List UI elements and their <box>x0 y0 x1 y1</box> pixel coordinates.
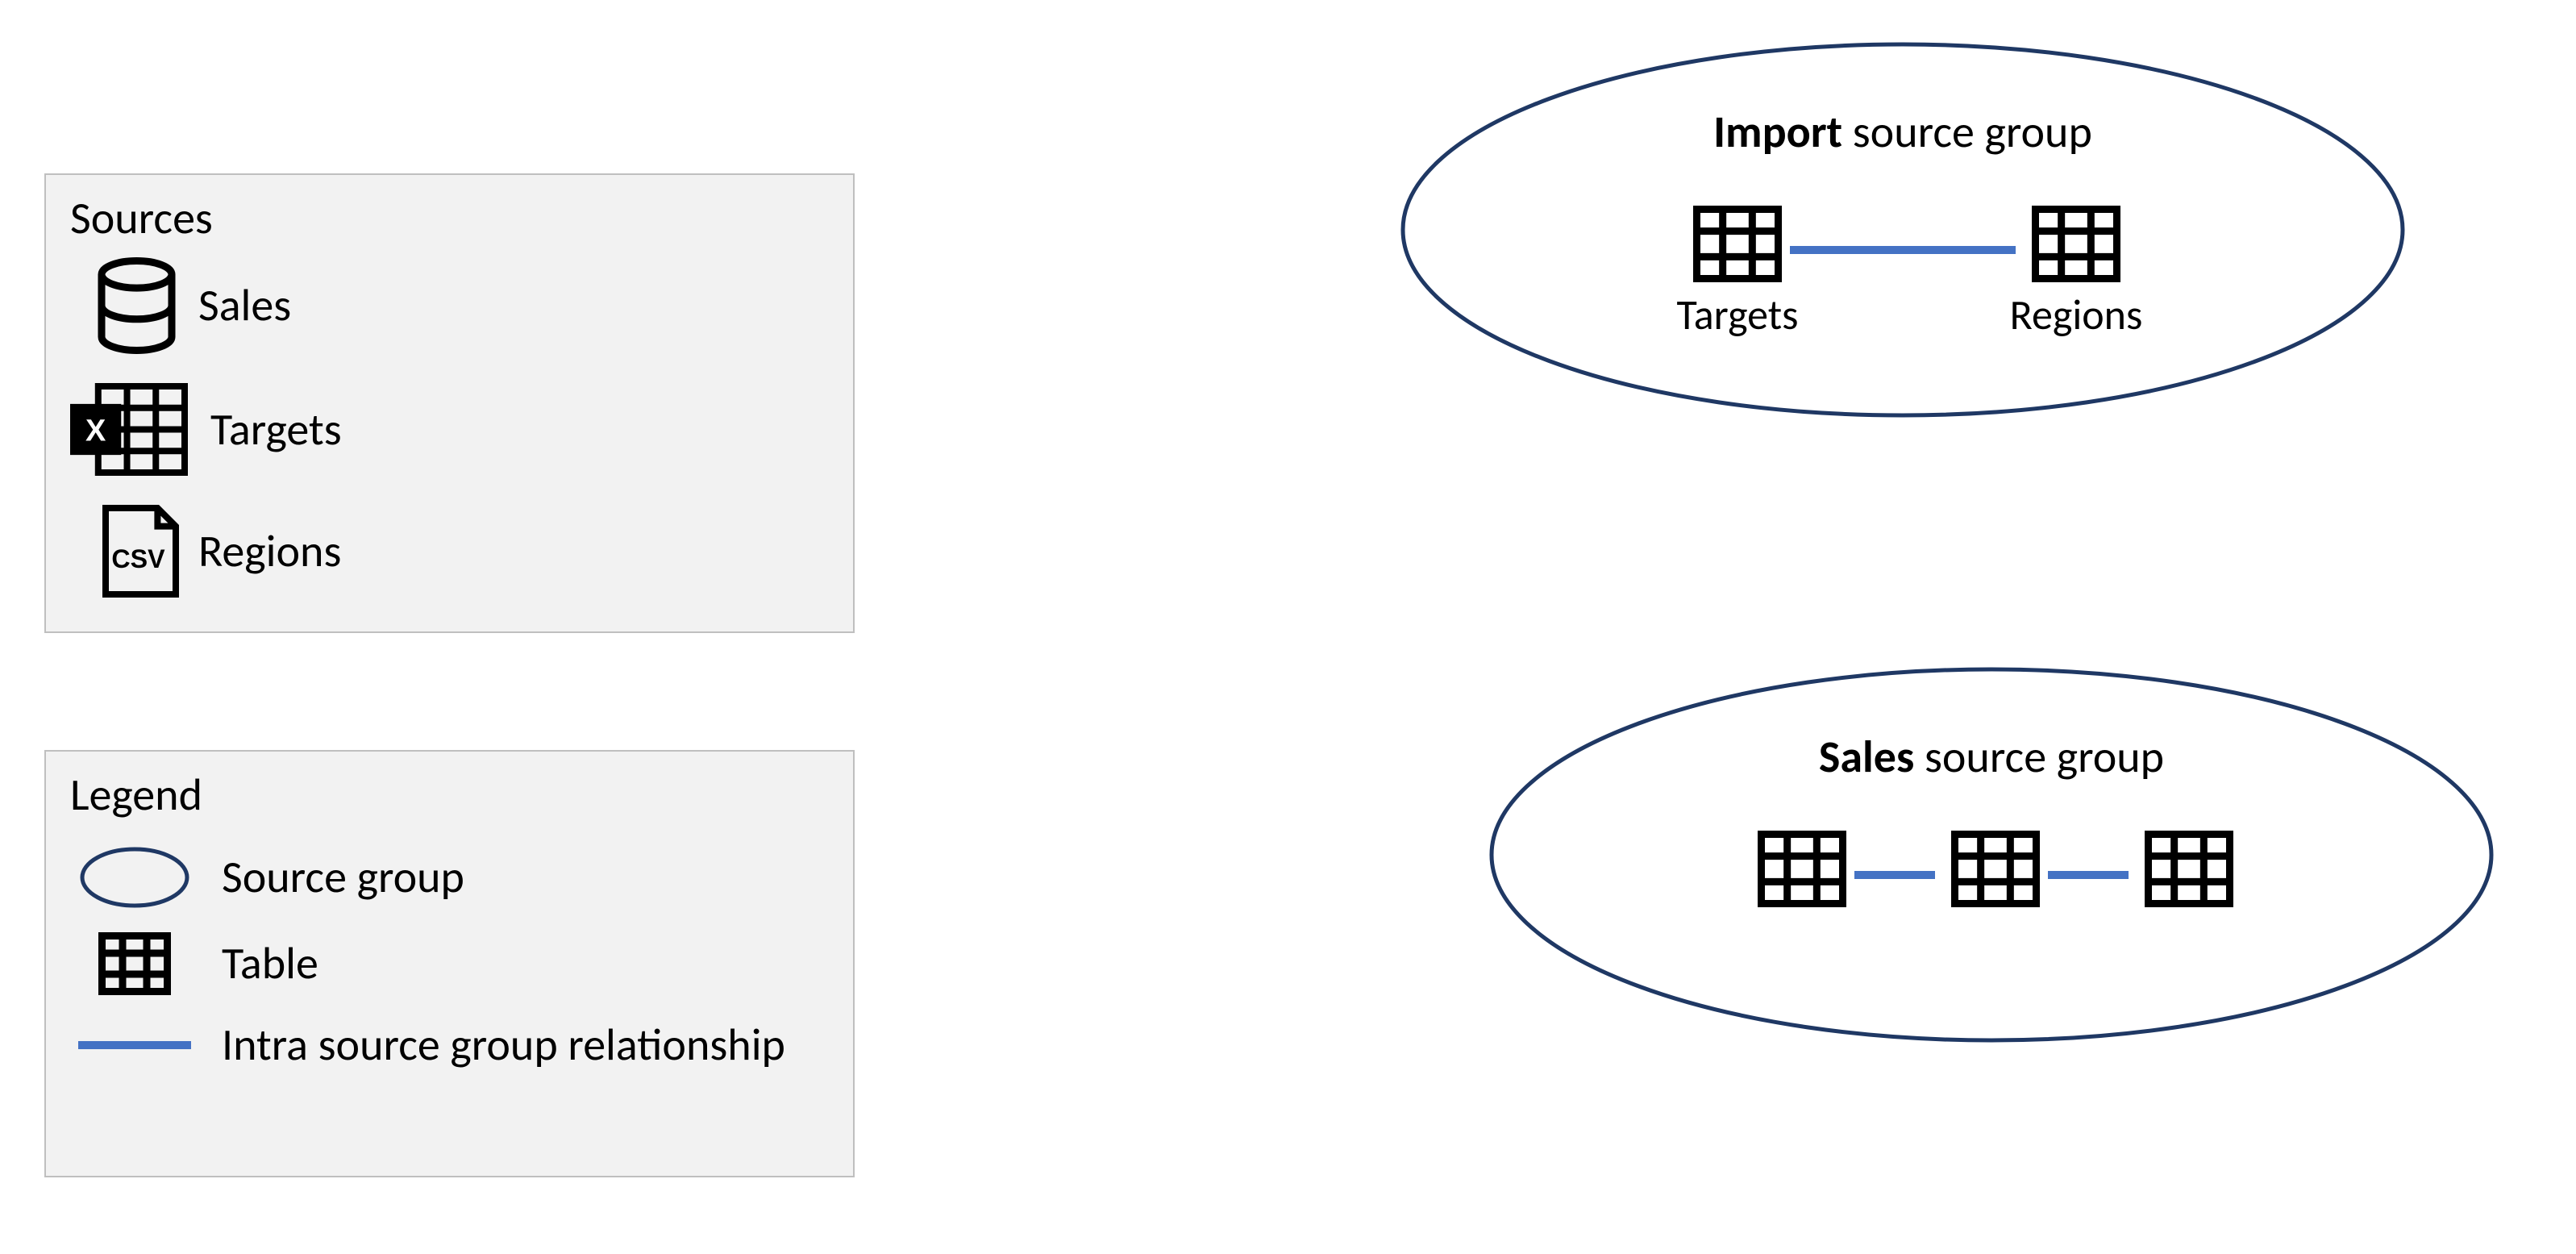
source-label: Sales <box>198 278 291 333</box>
intra-relationship-line <box>1854 867 1935 883</box>
legend-title: Legend <box>70 768 829 823</box>
sources-panel: Sources Sales X Targets CSV Regions <box>44 173 855 633</box>
csv-icon: CSV <box>102 505 179 598</box>
legend-label: Table <box>222 936 318 991</box>
table-caption: Targets <box>1645 289 1830 340</box>
table-icon <box>1693 206 1782 282</box>
svg-text:X: X <box>85 414 106 448</box>
table-icon <box>1951 831 2040 907</box>
legend-item: Table <box>70 932 829 995</box>
sources-title: Sources <box>70 191 829 246</box>
table-icon <box>70 932 199 995</box>
legend-item: Source group <box>70 845 829 910</box>
sales-group-title: Sales source group <box>1492 730 2491 785</box>
import-group-title-bold: Import <box>1713 105 1842 160</box>
relationship-line-icon <box>70 1037 199 1053</box>
legend-label: Source group <box>222 850 464 905</box>
table-caption: Regions <box>1983 289 2169 340</box>
import-group-title: Import source group <box>1403 105 2403 160</box>
import-group-ellipse <box>1395 36 2411 423</box>
source-item: Sales <box>94 257 829 354</box>
source-item: X Targets <box>70 383 829 476</box>
source-label: Regions <box>198 524 341 579</box>
excel-icon: X <box>70 383 191 476</box>
legend-item: Intra source group relationship <box>70 1018 829 1073</box>
intra-relationship-line <box>2048 867 2129 883</box>
diagram-canvas: Sources Sales X Targets CSV Regions Legen… <box>0 0 2576 1254</box>
svg-text:CSV: CSV <box>111 544 165 573</box>
import-group-title-rest: source group <box>1842 105 2092 160</box>
sales-group-title-rest: source group <box>1914 730 2164 785</box>
table-icon <box>1758 831 1846 907</box>
database-icon <box>94 257 179 354</box>
table-icon <box>2145 831 2233 907</box>
sales-group-title-bold: Sales <box>1819 730 1914 785</box>
table-icon <box>2032 206 2120 282</box>
legend-panel: Legend Source group Table Intra source gr… <box>44 750 855 1177</box>
source-label: Targets <box>210 402 342 457</box>
intra-relationship-line <box>1790 242 2016 258</box>
oval-icon <box>70 845 199 910</box>
legend-label: Intra source group relationship <box>222 1018 785 1073</box>
source-item: CSV Regions <box>102 505 829 598</box>
